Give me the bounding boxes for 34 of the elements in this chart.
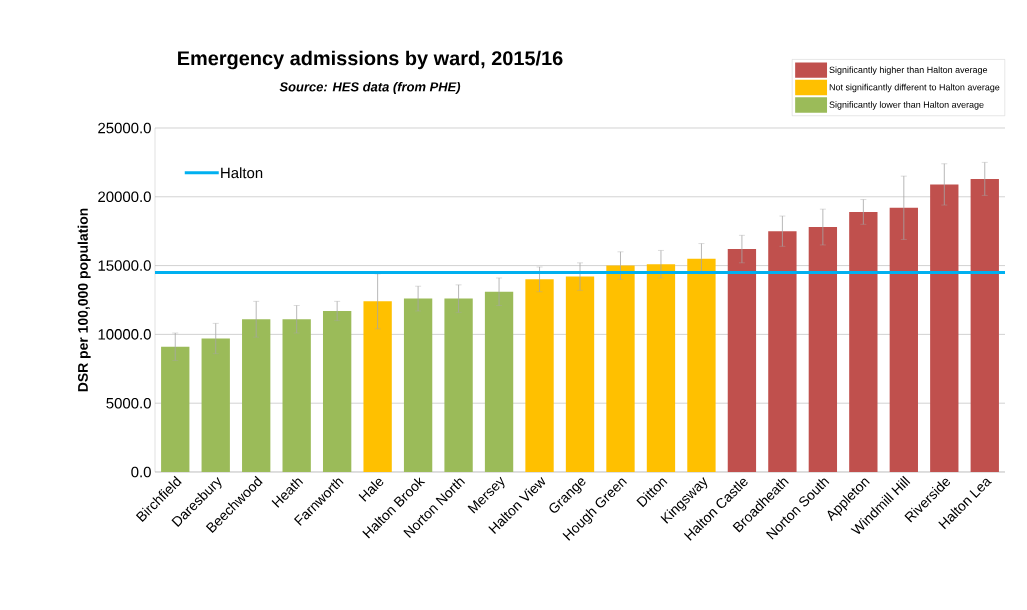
bar — [849, 211, 878, 472]
bar — [282, 319, 311, 472]
legend-label: Not significantly different to Halton average — [829, 83, 1000, 93]
bar — [201, 338, 230, 472]
bar — [322, 310, 352, 472]
bar — [363, 301, 392, 472]
bar — [525, 279, 554, 472]
bar — [889, 207, 918, 472]
y-tick-label: 20000.0 — [98, 191, 151, 203]
bar — [687, 258, 716, 472]
bar — [444, 298, 473, 472]
y-tick-label: 25000.0 — [98, 122, 151, 134]
bar — [727, 249, 757, 472]
bar — [403, 298, 433, 472]
bar — [808, 227, 838, 472]
chart-title: Emergency admissions by ward, 2015/16 — [178, 50, 563, 70]
bar — [484, 291, 514, 472]
chart-subtitle: Source: HES data (from PHE) — [279, 81, 461, 95]
bar — [970, 178, 999, 472]
bar — [242, 319, 271, 472]
legend-label: Halton — [221, 167, 263, 179]
bar — [565, 276, 595, 472]
legend-label: Significantly lower than Halton average — [829, 101, 984, 110]
bar — [606, 265, 635, 472]
y-tick-label: 10000.0 — [98, 329, 151, 340]
bar — [161, 346, 190, 472]
y-axis-title: DSR per 100,000 population — [77, 208, 91, 392]
y-tick-label: 5000.0 — [106, 397, 151, 409]
bar — [768, 231, 797, 472]
bar — [930, 184, 959, 472]
y-tick-label: 15000.0 — [98, 260, 151, 271]
bar — [646, 264, 676, 472]
legend-label: Significantly higher than Halton average — [829, 66, 988, 75]
y-tick-label: 0.0 — [131, 466, 151, 478]
